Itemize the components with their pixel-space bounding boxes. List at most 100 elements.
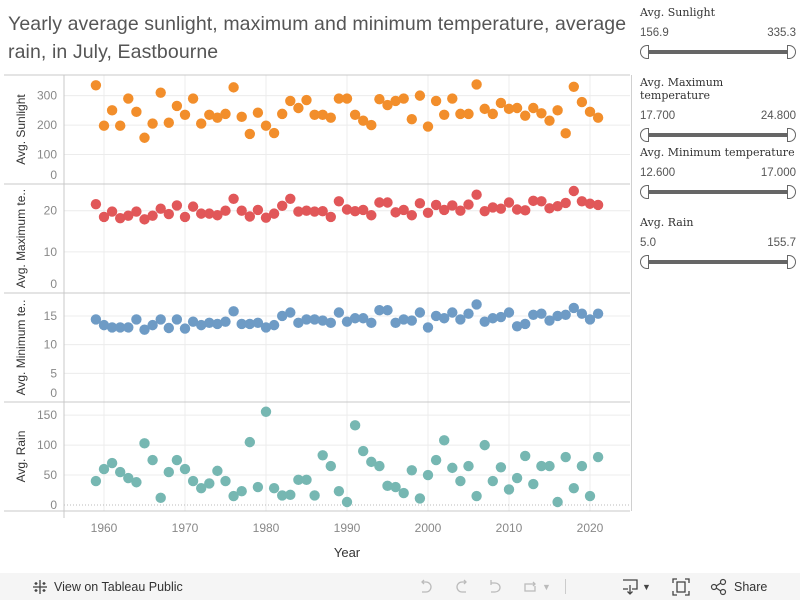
data-point[interactable] [536, 308, 547, 319]
data-point[interactable] [212, 112, 223, 123]
data-point[interactable] [220, 108, 231, 120]
data-point[interactable] [228, 193, 239, 205]
data-point[interactable] [560, 309, 571, 320]
data-point[interactable] [455, 205, 466, 216]
data-point[interactable] [439, 435, 450, 446]
data-point[interactable] [268, 319, 280, 331]
data-point[interactable] [495, 203, 507, 214]
data-point[interactable] [220, 475, 231, 487]
data-point[interactable] [317, 109, 328, 120]
data-point[interactable] [147, 454, 158, 466]
data-point[interactable] [349, 109, 361, 120]
data-point[interactable] [285, 307, 296, 318]
data-point[interactable] [301, 94, 312, 106]
data-point[interactable] [552, 496, 563, 508]
data-point[interactable] [471, 79, 482, 90]
data-point[interactable] [398, 93, 409, 104]
data-point[interactable] [511, 204, 523, 215]
data-point[interactable] [220, 316, 231, 327]
data-point[interactable] [479, 103, 490, 115]
data-point[interactable] [228, 306, 239, 317]
data-point[interactable] [277, 200, 288, 211]
download-button[interactable]: ▼ [621, 573, 651, 600]
data-point[interactable] [98, 211, 110, 223]
data-point[interactable] [244, 128, 255, 140]
data-point[interactable] [398, 204, 409, 216]
range-slider[interactable] [640, 128, 796, 142]
data-point[interactable] [293, 317, 304, 329]
data-point[interactable] [382, 480, 393, 492]
data-point[interactable] [212, 210, 223, 221]
data-point[interactable] [544, 203, 555, 214]
data-point[interactable] [98, 319, 110, 331]
data-point[interactable] [358, 204, 369, 216]
data-point[interactable] [592, 451, 604, 463]
data-point[interactable] [212, 318, 223, 330]
data-point[interactable] [268, 208, 280, 219]
data-point[interactable] [463, 199, 474, 210]
data-point[interactable] [439, 313, 450, 324]
data-point[interactable] [106, 206, 118, 217]
data-point[interactable] [511, 472, 523, 484]
data-point[interactable] [139, 324, 150, 335]
data-point[interactable] [155, 203, 166, 214]
range-slider[interactable] [640, 255, 796, 269]
data-point[interactable] [106, 322, 118, 333]
data-point[interactable] [317, 450, 328, 461]
data-point[interactable] [309, 490, 320, 501]
data-point[interactable] [560, 451, 571, 463]
data-point[interactable] [511, 321, 523, 332]
data-point[interactable] [430, 95, 442, 107]
data-point[interactable] [528, 309, 539, 320]
data-point[interactable] [366, 210, 377, 221]
data-point[interactable] [447, 307, 458, 318]
data-point[interactable] [171, 454, 183, 466]
data-point[interactable] [568, 81, 579, 92]
data-point[interactable] [309, 206, 320, 217]
data-point[interactable] [301, 205, 312, 216]
data-point[interactable] [252, 107, 264, 118]
data-point[interactable] [106, 457, 118, 469]
data-point[interactable] [252, 481, 264, 493]
data-point[interactable] [390, 481, 401, 493]
data-point[interactable] [430, 454, 442, 466]
data-point[interactable] [479, 205, 490, 217]
data-point[interactable] [285, 95, 296, 107]
data-point[interactable] [325, 317, 336, 329]
data-point[interactable] [123, 322, 134, 333]
data-point[interactable] [471, 490, 482, 502]
data-point[interactable] [439, 109, 450, 120]
data-point[interactable] [333, 486, 345, 497]
revert-button[interactable] [487, 573, 505, 600]
data-point[interactable] [187, 93, 199, 104]
data-point[interactable] [179, 109, 191, 120]
data-point[interactable] [187, 475, 199, 487]
data-point[interactable] [414, 307, 426, 318]
slider-handle-max[interactable] [787, 45, 796, 59]
data-point[interactable] [422, 207, 434, 218]
fullscreen-button[interactable] [672, 573, 690, 600]
data-point[interactable] [544, 315, 555, 326]
data-point[interactable] [584, 314, 596, 325]
data-point[interactable] [244, 436, 255, 448]
data-point[interactable] [90, 314, 102, 325]
refresh-button[interactable]: ▼ [521, 573, 551, 600]
data-point[interactable] [576, 460, 588, 472]
data-point[interactable] [115, 466, 126, 478]
data-point[interactable] [528, 102, 539, 114]
data-point[interactable] [447, 200, 458, 211]
data-point[interactable] [277, 108, 288, 120]
data-point[interactable] [366, 456, 377, 468]
data-point[interactable] [520, 110, 531, 121]
data-point[interactable] [325, 211, 336, 223]
data-point[interactable] [471, 189, 482, 200]
data-point[interactable] [487, 475, 498, 487]
data-point[interactable] [520, 205, 531, 216]
data-point[interactable] [374, 460, 385, 472]
data-point[interactable] [398, 487, 409, 499]
data-point[interactable] [301, 314, 312, 325]
data-point[interactable] [495, 462, 507, 473]
data-point[interactable] [422, 322, 434, 333]
data-point[interactable] [90, 198, 102, 210]
data-point[interactable] [196, 118, 207, 129]
